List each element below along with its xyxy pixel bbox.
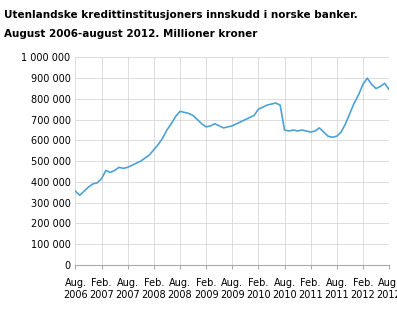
Text: Feb.: Feb. — [91, 278, 112, 288]
Text: 2010: 2010 — [246, 290, 271, 300]
Text: 2008: 2008 — [141, 290, 166, 300]
Text: 2011: 2011 — [298, 290, 323, 300]
Text: Feb.: Feb. — [248, 278, 268, 288]
Text: 2008: 2008 — [168, 290, 192, 300]
Text: 2006: 2006 — [63, 290, 88, 300]
Text: 2011: 2011 — [324, 290, 349, 300]
Text: 2012: 2012 — [377, 290, 397, 300]
Text: Aug.: Aug. — [378, 278, 397, 288]
Text: Feb.: Feb. — [301, 278, 321, 288]
Text: 2009: 2009 — [194, 290, 218, 300]
Text: Feb.: Feb. — [144, 278, 164, 288]
Text: Aug.: Aug. — [117, 278, 139, 288]
Text: 2010: 2010 — [272, 290, 297, 300]
Text: Aug.: Aug. — [64, 278, 87, 288]
Text: Aug.: Aug. — [169, 278, 191, 288]
Text: Aug.: Aug. — [274, 278, 295, 288]
Text: Aug.: Aug. — [221, 278, 243, 288]
Text: Utenlandske kredittinstitusjoners innskudd i norske banker.: Utenlandske kredittinstitusjoners innsku… — [4, 10, 358, 19]
Text: Feb.: Feb. — [353, 278, 373, 288]
Text: 2007: 2007 — [89, 290, 114, 300]
Text: 2012: 2012 — [351, 290, 375, 300]
Text: August 2006-august 2012. Millioner kroner: August 2006-august 2012. Millioner krone… — [4, 29, 257, 39]
Text: 2009: 2009 — [220, 290, 245, 300]
Text: 2007: 2007 — [115, 290, 140, 300]
Text: Feb.: Feb. — [196, 278, 216, 288]
Text: Aug.: Aug. — [326, 278, 348, 288]
